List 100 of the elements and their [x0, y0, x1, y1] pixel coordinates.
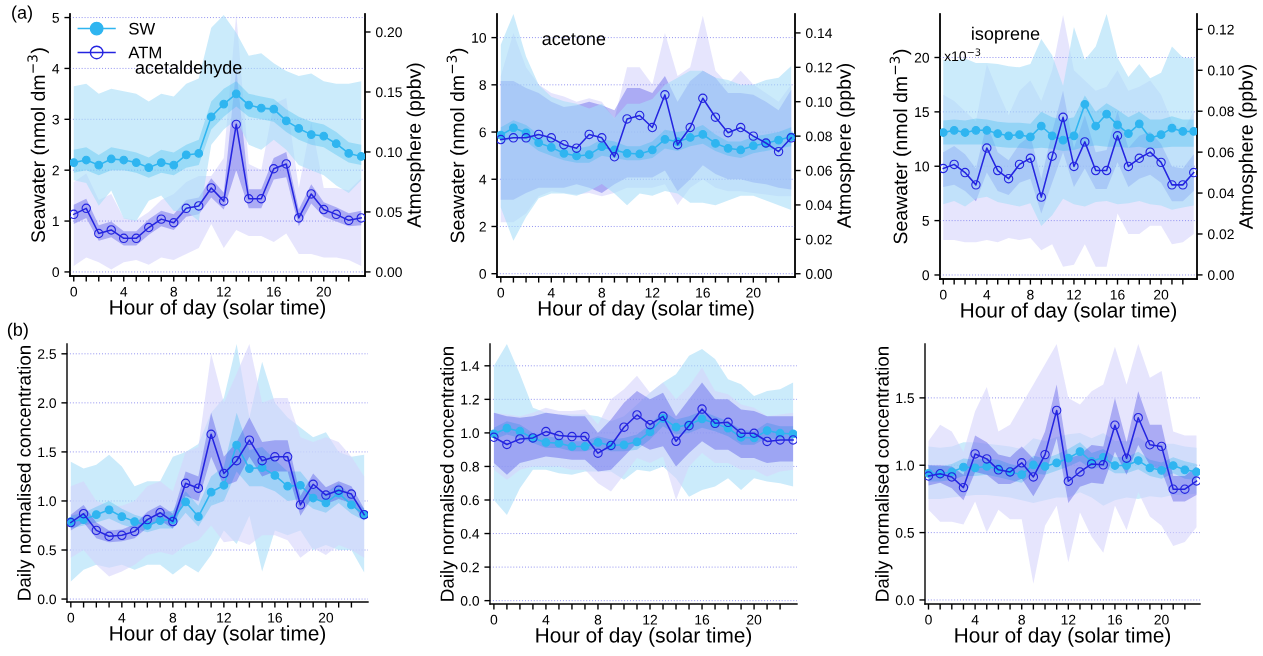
y-tick-label: 0.0: [460, 595, 480, 606]
y-tick-label: 2: [479, 221, 486, 232]
y2-tick-label: 0.02: [1207, 229, 1234, 240]
y-tick-label: 0.5: [37, 545, 56, 556]
legend-label: SW: [129, 22, 156, 35]
y2-tick-label: 0.08: [1207, 106, 1234, 117]
text: (b): [7, 322, 28, 340]
y-tick-label: 10: [472, 32, 487, 43]
y-tick-label: 1.0: [461, 428, 480, 439]
y-tick-label: 0.4: [460, 528, 480, 539]
y-tick-label: 4: [479, 174, 487, 185]
x-tick-label: 0: [497, 287, 505, 298]
y-tick-label: 0: [922, 270, 930, 281]
y-tick-label: 1.5: [38, 447, 56, 458]
x-tick-label: 12: [1061, 614, 1076, 625]
text: (a): [12, 5, 32, 23]
y-tick-label: 8: [479, 80, 486, 90]
y-tick-label: 2.5: [37, 349, 56, 359]
y-tick-label: 0.2: [460, 562, 479, 573]
y-tick-label: 5: [922, 216, 929, 226]
y2-tick-label: 0.12: [1207, 24, 1234, 35]
x-tick-label: 20: [316, 286, 331, 297]
y2-tick-label: 0.10: [805, 97, 832, 107]
y-tick-label: 2: [52, 165, 59, 176]
legend-label: ATM: [128, 46, 161, 59]
x-tick-label: 20: [746, 287, 761, 298]
x-axis-title: Hour of day (solar time): [538, 300, 754, 320]
x-tick-label: 20: [747, 614, 762, 625]
y-axis-title: Daily normalised concentration: [17, 346, 35, 600]
y-tick-label: 6: [479, 127, 486, 138]
x-tick-label: 12: [645, 287, 660, 298]
y-tick-label: 3: [52, 114, 59, 125]
x-tick-label: 4: [547, 287, 555, 298]
x-tick-label: 20: [318, 612, 334, 623]
y2-tick-label: 0.04: [805, 200, 833, 211]
x-tick-label: 4: [971, 614, 979, 625]
x-tick-label: 4: [118, 612, 126, 623]
x-tick-label: 16: [695, 614, 710, 625]
x-tick-label: 8: [598, 287, 606, 298]
x-tick-label: 8: [1018, 614, 1025, 625]
y-tick-label: 1.0: [38, 496, 57, 507]
y2-axis-title: Atmosphere (ppbv): [406, 63, 425, 228]
y2-tick-label: 0.00: [1207, 270, 1234, 281]
y-tick-label: 4: [52, 63, 60, 74]
x-tick-label: 20: [1154, 614, 1169, 625]
y2-tick-label: 0.04: [1207, 188, 1235, 199]
x-tick-label: 8: [170, 286, 178, 297]
y-tick-label: 1.0: [896, 460, 915, 471]
x-tick-label: 0: [67, 612, 75, 623]
y-tick-label: 0.0: [895, 595, 915, 606]
y-tick-label: 15: [915, 107, 929, 118]
y2-tick-label: 0.02: [805, 234, 832, 245]
x-axis-title: Hour of day (solar time): [955, 627, 1171, 647]
y2-tick-label: 0.10: [1207, 65, 1234, 76]
x-tick-label: 4: [983, 289, 991, 300]
x-tick-label: 20: [1154, 289, 1169, 300]
x-tick-label: 8: [1027, 289, 1034, 300]
x-tick-label: 0: [939, 289, 947, 300]
y-tick-label: 0.0: [37, 594, 57, 605]
y-tick-label: 0.8: [460, 461, 479, 472]
y2-axis-title: Atmosphere (ppbv): [1238, 65, 1257, 230]
y-tick-label: 2.0: [37, 398, 57, 409]
x-tick-label: 12: [217, 612, 231, 623]
y-tick-label: 0: [52, 267, 60, 278]
annotation: acetaldehyde: [135, 60, 242, 78]
y-tick-label: 5: [52, 13, 59, 23]
x-tick-label: 16: [1110, 289, 1125, 300]
annotation: x10$^{−3}$: [944, 48, 981, 62]
x-tick-label: 16: [267, 286, 281, 297]
y-tick-label: 1.2: [461, 394, 479, 405]
x-tick-label: 0: [70, 286, 78, 297]
y2-tick-label: 0.10: [375, 147, 402, 158]
y-tick-label: 1: [52, 216, 59, 227]
annotation: acetone: [542, 33, 606, 46]
y-axis-title: Daily normalised concentration: [440, 347, 458, 601]
y-axis-title: Seawater (nmol dm$^{−3}$): [446, 48, 469, 243]
y2-tick-label: 0.06: [1207, 147, 1234, 158]
y-tick-label: 10: [915, 161, 930, 172]
y2-tick-label: 0.05: [375, 207, 402, 218]
y-tick-label: 0.5: [895, 527, 914, 538]
y2-tick-label: 0.08: [805, 131, 832, 142]
y2-tick-label: 0.20: [375, 27, 402, 38]
y-tick-label: 20: [914, 52, 930, 63]
y-axis-title: Seawater (nmol dm$^{−3}$): [889, 49, 912, 244]
x-tick-label: 16: [1108, 614, 1123, 625]
x-tick-label: 4: [542, 614, 550, 625]
y2-axis-title: Atmosphere (ppbv): [836, 64, 855, 229]
x-axis-title: Hour of day (solar time): [536, 627, 752, 647]
x-tick-label: 12: [217, 286, 231, 297]
annotation: isoprene: [972, 26, 1040, 44]
x-tick-label: 12: [1067, 289, 1081, 300]
x-tick-label: 16: [696, 287, 710, 298]
x-tick-label: 12: [643, 614, 658, 625]
y-tick-label: 0: [479, 269, 487, 279]
y2-tick-label: 0.00: [805, 269, 832, 279]
y-tick-label: 1.4: [461, 361, 480, 371]
x-axis-title: Hour of day (solar time): [110, 299, 326, 319]
x-tick-label: 16: [268, 612, 283, 623]
y2-tick-label: 0.12: [805, 62, 832, 73]
y2-tick-label: 0.00: [375, 267, 402, 278]
